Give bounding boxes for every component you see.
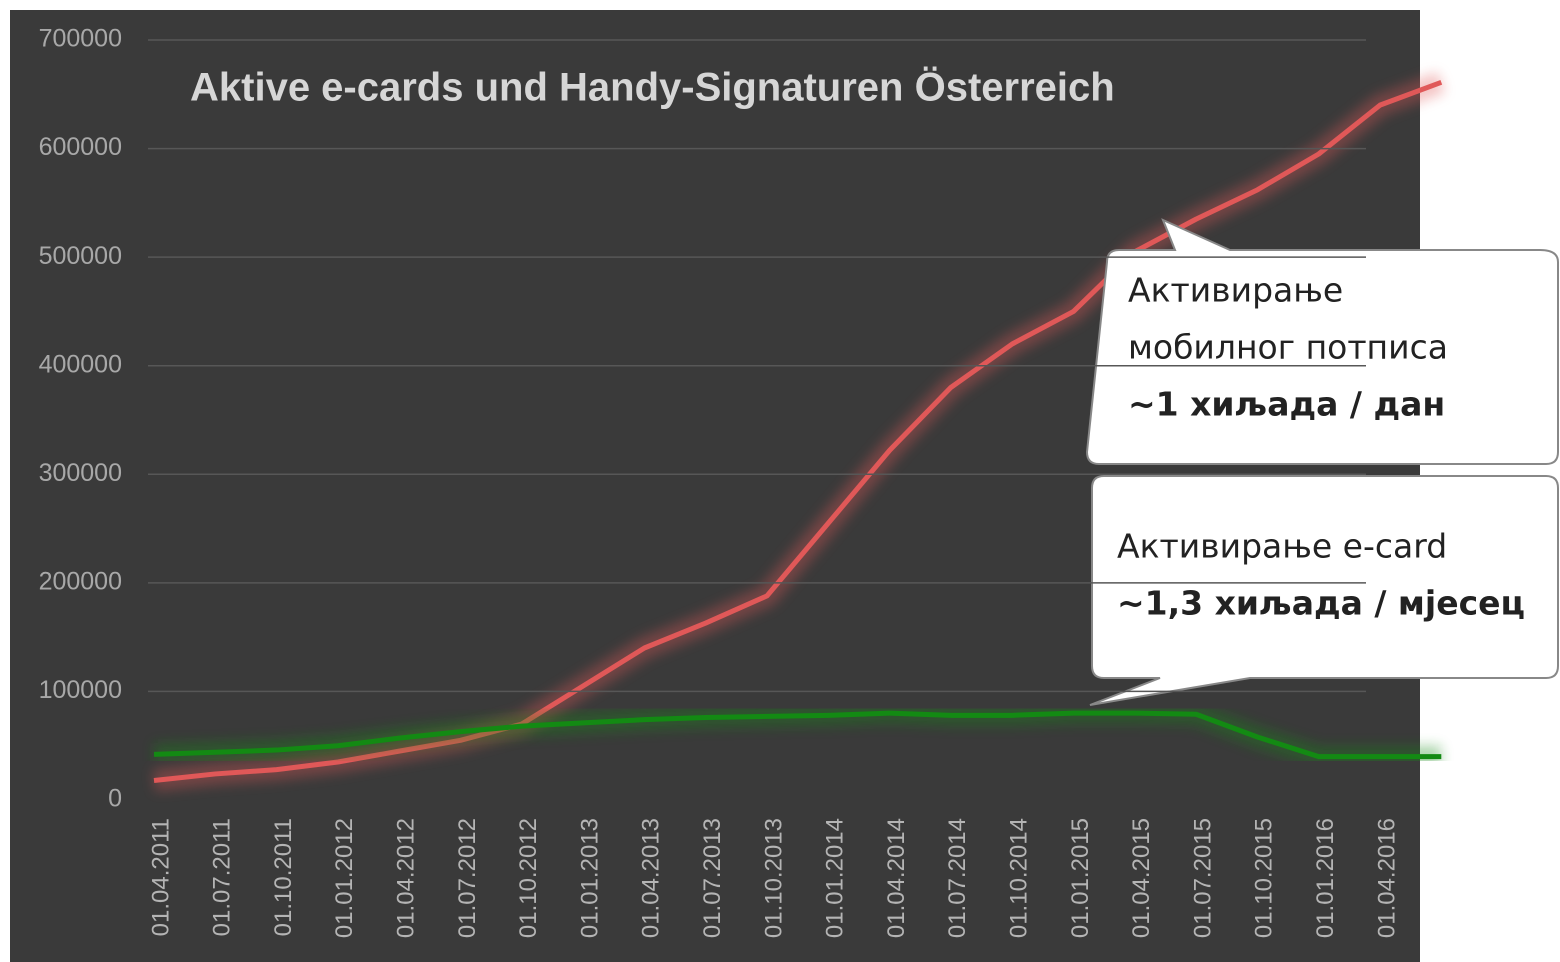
callout-text: Активирање	[1128, 271, 1343, 310]
callout-text: ~1 хиљада / дан	[1128, 385, 1445, 424]
x-tick-label: 01.04.2012	[393, 818, 420, 938]
y-tick-label: 200000	[39, 567, 122, 595]
x-tick-label: 01.01.2015	[1067, 818, 1094, 938]
x-tick-label: 01.04.2016	[1373, 818, 1400, 938]
y-tick-label: 600000	[39, 133, 122, 161]
x-tick-label: 01.01.2012	[331, 818, 358, 938]
x-tick-label: 01.01.2014	[822, 818, 849, 938]
x-tick-label: 01.10.2013	[760, 818, 787, 938]
x-tick-label: 01.07.2013	[699, 818, 726, 938]
callout-box	[1085, 218, 1559, 465]
line	[153, 710, 1442, 760]
line	[153, 79, 1443, 783]
plot-layer: 01.04.2011 01.07.2011 01.10.2011 01.01.2012…	[147, 72, 1446, 938]
callout-text: Активирање e-card	[1117, 527, 1447, 566]
y-tick-label: 0	[108, 785, 122, 813]
x-tick-label: 01.07.2015	[1189, 818, 1216, 938]
x-tick-label: 01.01.2013	[576, 818, 603, 938]
callout-text: ~1,3 хиљада / мјесец	[1117, 584, 1525, 623]
x-tick-label: 01.10.2014	[1006, 818, 1033, 938]
callout-text: мобилног потписа	[1128, 328, 1448, 367]
y-tick-label: 500000	[39, 242, 122, 270]
x-tick-label: 01.04.2013	[638, 818, 665, 938]
x-tick-label: 01.07.2014	[944, 818, 971, 938]
x-tick-label: 01.04.2011	[147, 818, 174, 936]
y-tick-label: 100000	[39, 676, 122, 704]
x-tick-label: 01.07.2012	[454, 818, 481, 938]
x-tick-label: 01.01.2016	[1312, 818, 1339, 938]
y-tick-label: 400000	[39, 350, 122, 378]
x-tick-label: 01.04.2014	[883, 818, 910, 938]
x-tick-label: 01.10.2015	[1251, 818, 1278, 938]
x-tick-label: 01.04.2015	[1128, 818, 1155, 938]
callout-box	[1089, 475, 1559, 706]
callouts: Активирање мобилног потписа ~1 хиљада / да…	[148, 39, 1559, 706]
x-tick-label: 01.10.2011	[270, 818, 297, 936]
x-tick-label: 01.07.2011	[209, 818, 236, 936]
chart-title: Aktive e-cards und Handy-Signaturen Öste…	[190, 65, 1115, 110]
y-tick-label: 300000	[39, 459, 122, 487]
y-tick-label: 700000	[39, 25, 122, 53]
x-tick-label: 01.10.2012	[515, 818, 542, 938]
